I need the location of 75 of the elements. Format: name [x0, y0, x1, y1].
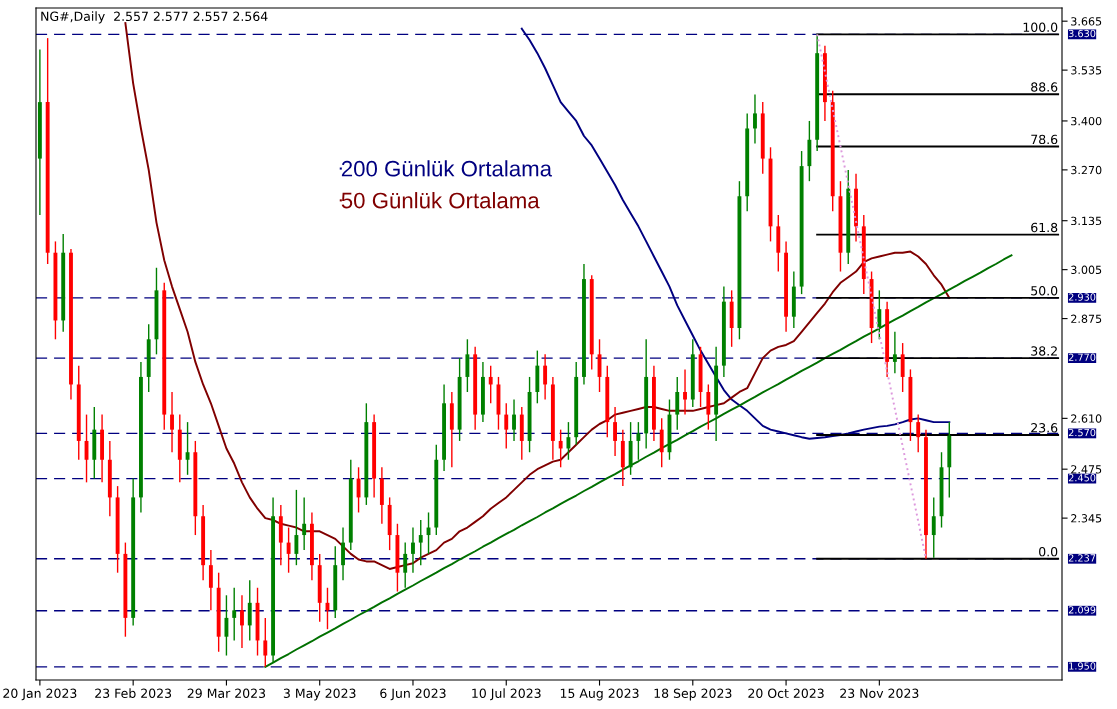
candlestick	[916, 413, 921, 453]
candlestick	[170, 391, 174, 453]
y-tick-label: 3.535	[1071, 66, 1102, 75]
candlestick	[488, 364, 493, 404]
legend-label: 78.6	[1031, 134, 1058, 145]
candlestick	[465, 338, 470, 393]
candlestick	[566, 421, 571, 461]
series-label: 50.0	[1031, 286, 1058, 296]
series-label: 38.2	[1031, 346, 1057, 356]
candlestick	[232, 587, 237, 642]
candlestick	[286, 526, 291, 574]
candlestick	[753, 93, 757, 145]
candlestick	[341, 526, 345, 581]
candlestick	[558, 428, 563, 468]
ref-line-label: 2.930	[1068, 293, 1096, 301]
candlestick	[356, 466, 361, 514]
legend-label: 100.0	[1023, 22, 1058, 32]
candlestick	[613, 406, 618, 457]
chart-title: NG#,Daily 2.557 2.577 2.557 2.564	[41, 11, 268, 24]
y-tick-label: 3.005	[1071, 265, 1102, 275]
candlestick	[877, 289, 882, 340]
y-tick-label: 3.665	[1071, 17, 1102, 26]
x-tick-label: 15 Aug 2023	[560, 688, 639, 701]
y-tick-label: 2.475	[1071, 465, 1102, 474]
y-tick-label: 2.345	[1071, 514, 1102, 523]
candlestick	[636, 421, 641, 461]
candlestick	[185, 421, 190, 476]
ref-line-label: 1.950	[1069, 662, 1096, 670]
x-tick-label: 23 Nov 2023	[840, 688, 919, 699]
y-tick-label: 2.875	[1071, 314, 1102, 323]
candlestick	[208, 549, 213, 612]
ref-line-label: 2.099	[1068, 606, 1096, 614]
x-tick-label: 10 Jul 2023	[472, 688, 541, 701]
candlestick	[247, 579, 252, 642]
candlestick	[294, 489, 299, 566]
candlestick	[504, 402, 509, 450]
candlestick	[892, 331, 897, 374]
candlestick	[683, 368, 687, 416]
ref-line-label: 3.630	[1068, 29, 1096, 38]
candlestick	[411, 526, 415, 574]
y-tick-label: 3.400	[1071, 116, 1102, 126]
candlestick	[543, 353, 548, 401]
legend-label: 200 Günlük Ortalama	[341, 160, 553, 177]
candlestick	[240, 594, 244, 649]
legend-label: 23.6	[1031, 423, 1058, 433]
x-tick-label: 3 May 2023	[283, 688, 356, 701]
ref-line-label: 2.237	[1068, 554, 1096, 562]
candlestick	[675, 376, 680, 431]
candlestick	[900, 342, 905, 393]
y-tick-label: 3.135	[1071, 216, 1102, 226]
legend-label: 61.8	[1031, 222, 1058, 233]
y-tick-label: 2.610	[1071, 414, 1102, 423]
series-label: 0.0	[1039, 546, 1058, 557]
candlestick	[512, 398, 516, 442]
legend-label: 50 Günlük Ortalama	[341, 192, 540, 209]
legend-label: 88.6	[1031, 82, 1058, 92]
ref-line-label: 2.770	[1068, 353, 1096, 361]
x-tick-label: 6 Jun 2023	[380, 688, 446, 701]
y-tick-label: 3.270	[1071, 165, 1102, 175]
candlestick	[418, 519, 423, 566]
candlestick	[706, 383, 711, 431]
ref-line-label: 2.450	[1068, 474, 1096, 482]
candlestick	[263, 617, 268, 668]
x-tick-label: 18 Sep 2023	[654, 688, 732, 701]
x-tick-label: 20 Oct 2023	[748, 688, 824, 699]
candlestick	[224, 594, 229, 657]
candlestick	[659, 417, 664, 468]
x-tick-label: 20 Jan 2023	[3, 688, 77, 701]
x-tick-label: 23 Feb 2023	[95, 688, 172, 699]
ref-line-label: 2.570	[1068, 428, 1096, 437]
line-series	[264, 254, 1013, 668]
candlestick	[931, 496, 936, 559]
candlestick	[403, 541, 408, 589]
candlestick	[302, 496, 307, 551]
x-tick-label: 29 Mar 2023	[187, 688, 266, 699]
